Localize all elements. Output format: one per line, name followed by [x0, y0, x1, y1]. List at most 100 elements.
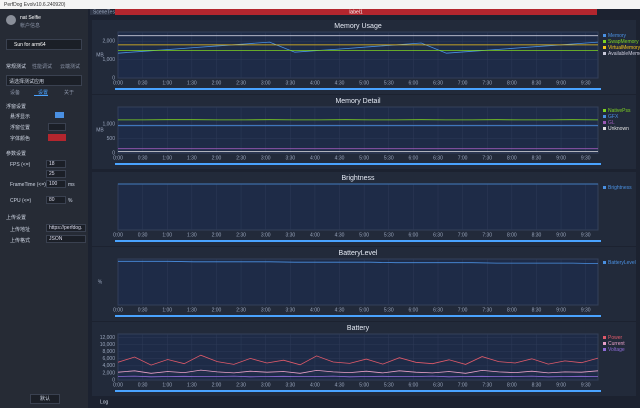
legend-swatch	[603, 52, 606, 55]
series-line	[117, 369, 599, 374]
label-bar[interactable]	[115, 9, 597, 15]
y-tick-label: 12,000	[100, 335, 116, 341]
x-tick-label: 1:00	[162, 155, 172, 161]
app-select-text: 请选择测试应用	[9, 79, 45, 85]
legend-label: GL	[608, 120, 615, 126]
tab[interactable]: 关于	[64, 90, 75, 96]
x-tick-label: 1:00	[162, 80, 172, 86]
label: 上传格式	[10, 238, 31, 244]
x-tick-label: 6:00	[409, 155, 419, 161]
section-title: 参数设置	[6, 151, 27, 157]
window-title: PerfDog Evolv10.6.240920)	[4, 2, 66, 8]
tab[interactable]: 设备	[10, 90, 21, 96]
label: 字体颜色	[10, 136, 31, 142]
x-tick-label: 0:00	[113, 80, 123, 86]
sidebar: nat Selfie 帐户信息 Sun for arm64 常规测试 性能调试 …	[0, 9, 88, 408]
mode[interactable]: 常规测试	[6, 64, 27, 70]
tab[interactable]: 设置	[38, 90, 49, 96]
mode[interactable]: 云端测试	[60, 64, 81, 70]
input[interactable]: 100	[46, 180, 66, 188]
x-tick-label: 1:30	[187, 155, 197, 161]
x-tick-label: 3:00	[261, 80, 271, 86]
x-tick-label: 1:30	[187, 382, 197, 388]
y-tick-label: 2,000	[102, 370, 115, 376]
input[interactable]: https://perfdog.	[46, 224, 86, 232]
x-tick-label: 3:30	[285, 232, 295, 238]
x-tick-label: 7:30	[482, 232, 492, 238]
x-tick-label: 5:30	[384, 80, 394, 86]
x-tick-label: 4:00	[310, 382, 320, 388]
x-tick-label: 5:30	[384, 155, 394, 161]
chart-title: Battery	[347, 325, 370, 332]
label: 悬浮显示	[10, 114, 31, 120]
app-select[interactable]	[6, 75, 82, 86]
x-tick-label: 0:30	[138, 80, 148, 86]
x-tick-label: 2:00	[212, 232, 222, 238]
unit: ms	[68, 182, 75, 188]
account-info[interactable]: 帐户信息	[20, 23, 41, 29]
x-tick-label: 1:00	[162, 382, 172, 388]
x-tick-label: 6:30	[433, 155, 443, 161]
y-tick-label: 8,000	[102, 349, 115, 355]
x-tick-label: 9:00	[556, 155, 566, 161]
toggle[interactable]	[55, 112, 64, 118]
x-tick-label: 4:30	[335, 382, 345, 388]
color-swatch[interactable]	[48, 134, 66, 141]
legend-label: GFX	[608, 114, 619, 120]
input[interactable]: 80	[46, 196, 66, 204]
legend-swatch	[603, 40, 606, 43]
series-line	[117, 354, 599, 366]
legend-swatch	[603, 34, 606, 37]
x-tick-label: 2:00	[212, 80, 222, 86]
section-title: 浮窗设置	[6, 104, 27, 110]
plot	[117, 31, 599, 79]
x-tick-label: 7:30	[482, 155, 492, 161]
device-name: Sun for arm64	[14, 42, 46, 48]
x-tick-label: 2:30	[236, 80, 246, 86]
x-tick-label: 5:00	[359, 232, 369, 238]
legend-swatch	[603, 127, 606, 130]
x-tick-label: 8:30	[532, 232, 542, 238]
y-tick-label: 1,000	[102, 57, 115, 63]
scene-tab[interactable]	[90, 9, 110, 15]
unit: %	[68, 198, 73, 204]
x-tick-label: 8:30	[532, 382, 542, 388]
y-tick-label: 4,000	[102, 363, 115, 369]
x-tick-label: 7:00	[458, 80, 468, 86]
log-tab[interactable]: Log	[100, 399, 109, 405]
x-tick-label: 5:30	[384, 307, 394, 313]
x-tick-label: 2:30	[236, 307, 246, 313]
x-tick-label: 4:00	[310, 155, 320, 161]
legend-swatch	[603, 121, 606, 124]
input[interactable]: 25	[46, 170, 66, 178]
legend-swatch	[603, 261, 606, 264]
label: FPS (<=)	[10, 162, 31, 168]
x-tick-label: 1:30	[187, 307, 197, 313]
y-tick-label: 0	[112, 377, 115, 383]
x-tick-label: 5:30	[384, 232, 394, 238]
scene-label: SceneTest	[93, 9, 117, 15]
legend-label: BatteryLevel	[608, 260, 636, 266]
x-tick-label: 3:00	[261, 232, 271, 238]
mode[interactable]: 性能调试	[32, 64, 53, 70]
chart-title: Memory Detail	[335, 98, 381, 105]
select[interactable]: JSON	[46, 235, 86, 243]
legend-swatch	[603, 336, 606, 339]
x-tick-label: 4:00	[310, 232, 320, 238]
legend-label: VirtualMemory	[608, 45, 640, 51]
x-tick-label: 7:00	[458, 382, 468, 388]
x-tick-label: 3:00	[261, 382, 271, 388]
device-select[interactable]	[6, 39, 82, 50]
select[interactable]	[48, 123, 66, 131]
x-tick-label: 8:00	[507, 232, 517, 238]
button[interactable]: 默认	[30, 394, 60, 404]
x-tick-label: 2:30	[236, 232, 246, 238]
input[interactable]: 18	[46, 160, 66, 168]
legend-label: Voltage	[608, 347, 625, 353]
x-tick-label: 0:00	[113, 307, 123, 313]
legend-swatch	[603, 109, 606, 112]
unit-label: %	[98, 279, 103, 285]
y-tick-label: 500	[107, 136, 116, 142]
y-tick-label: 10,000	[100, 342, 116, 348]
